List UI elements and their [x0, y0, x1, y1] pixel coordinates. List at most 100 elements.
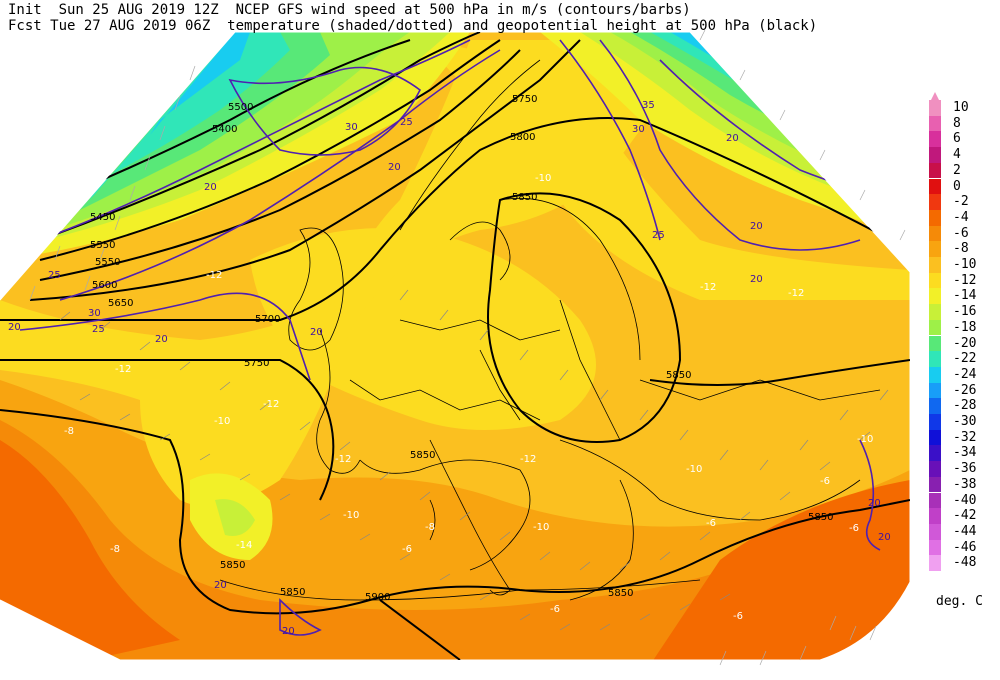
- height-label: 5750: [244, 358, 269, 369]
- legend-swatch: [929, 492, 941, 509]
- height-label: 5900: [365, 592, 390, 603]
- legend-entry: -18: [925, 319, 995, 336]
- temp-label: -6: [550, 604, 560, 615]
- legend-label: 6: [953, 131, 961, 147]
- height-contours: [0, 32, 910, 660]
- wind-label: 25: [92, 324, 105, 335]
- legend-swatch: [929, 523, 941, 540]
- temp-label: -6: [402, 544, 412, 555]
- temp-label: -8: [425, 522, 435, 533]
- legend-unit: deg. C: [936, 594, 983, 609]
- legend-label: -30: [953, 414, 977, 429]
- temp-label: -14: [236, 540, 252, 551]
- legend-swatch: [929, 288, 941, 305]
- legend-entry: -44: [925, 523, 995, 540]
- legend-label: -16: [953, 304, 977, 320]
- wind-label: 20: [726, 133, 739, 144]
- legend-swatch: [929, 508, 941, 524]
- legend-entry: 6: [925, 131, 995, 148]
- legend-label: -42: [953, 508, 977, 524]
- wind-label: 20: [388, 162, 401, 173]
- height-label: 5850: [280, 587, 305, 598]
- height-label: 5500: [228, 102, 253, 113]
- legend-swatch: [929, 257, 941, 273]
- legend-swatch: [929, 445, 941, 462]
- header-line-1: Init Sun 25 AUG 2019 12Z NCEP GFS wind s…: [8, 2, 691, 18]
- height-label: 5650: [108, 298, 133, 309]
- temp-label: -8: [110, 544, 120, 555]
- temp-label: -12: [115, 364, 131, 375]
- legend-label: -14: [953, 288, 977, 304]
- legend-label: -34: [953, 445, 977, 461]
- legend-label: -36: [953, 461, 977, 477]
- wind-barbs: [59, 289, 889, 631]
- legend-entry: 8: [925, 115, 995, 132]
- legend-entry: -32: [925, 429, 995, 446]
- legend-entry: -8: [925, 241, 995, 257]
- legend-entry: 10: [925, 100, 995, 116]
- legend-swatch: [929, 131, 941, 148]
- height-labels: 5400 5450 5500 5550 5550 5600 5650 5700 …: [90, 94, 833, 603]
- legend-entry: -46: [925, 539, 995, 556]
- legend-entry: -36: [925, 461, 995, 477]
- wind-label: 20: [868, 498, 881, 509]
- legend-label: -38: [953, 476, 977, 492]
- temp-label: -12: [206, 270, 222, 281]
- temperature-labels: -12 -10 -12 -12 -12 -10 -10 -10 -8 -8 -6…: [64, 173, 873, 622]
- wind-label: 20: [155, 334, 168, 345]
- temp-label: -10: [857, 434, 873, 445]
- temp-label: -10: [214, 416, 230, 427]
- legend-label: -12: [953, 272, 977, 288]
- legend-swatch: [929, 429, 941, 446]
- height-label: 5850: [512, 192, 537, 203]
- wind-label: 30: [632, 124, 645, 135]
- legend-swatch: [929, 304, 941, 320]
- wind-label: 20: [214, 580, 227, 591]
- wind-label: 25: [652, 230, 665, 241]
- legend-entry: -20: [925, 335, 995, 352]
- wind-label: 20: [878, 532, 891, 543]
- legend-entry: -6: [925, 225, 995, 242]
- wind-label: 35: [642, 100, 655, 111]
- temp-label: -10: [533, 522, 549, 533]
- legend-label: 8: [953, 115, 961, 131]
- height-label: 5450: [90, 212, 115, 223]
- legend-swatch: [929, 241, 941, 257]
- height-label: 5400: [212, 124, 237, 135]
- legend-label: -4: [953, 209, 969, 225]
- legend-entry: -48: [925, 555, 995, 571]
- legend-label: 0: [953, 178, 961, 194]
- wind-label: 20: [8, 322, 21, 333]
- wind-label: 25: [48, 270, 61, 281]
- legend-swatch: [929, 398, 941, 414]
- temp-label: -6: [820, 476, 830, 487]
- legend-entry: -14: [925, 288, 995, 305]
- legend-entry: -42: [925, 508, 995, 524]
- temp-label: -12: [788, 288, 804, 299]
- legend-swatch: [929, 147, 941, 163]
- temp-label: -12: [700, 282, 716, 293]
- header-line-2: Fcst Tue 27 AUG 2019 06Z temperature (sh…: [8, 18, 818, 34]
- legend-entry: -22: [925, 351, 995, 367]
- legend-swatch: [929, 319, 941, 336]
- legend-entry: -24: [925, 366, 995, 383]
- legend-entry: -40: [925, 492, 995, 509]
- legend-swatch: [929, 225, 941, 242]
- legend-label: -40: [953, 492, 977, 508]
- wind-label: 20: [750, 274, 763, 285]
- legend-swatch: [929, 178, 941, 195]
- legend-label: -18: [953, 319, 977, 335]
- temp-label: -12: [263, 399, 279, 410]
- legend-entry: -12: [925, 272, 995, 289]
- legend-entry: -4: [925, 209, 995, 226]
- legend-label: -28: [953, 398, 977, 414]
- legend-entry: -16: [925, 304, 995, 320]
- legend-swatch: [929, 100, 941, 116]
- legend-label: -32: [953, 429, 977, 445]
- height-label: 5800: [510, 132, 535, 143]
- legend-entry: -26: [925, 382, 995, 399]
- wind-label: 20: [282, 626, 295, 637]
- wind-label: 30: [345, 122, 358, 133]
